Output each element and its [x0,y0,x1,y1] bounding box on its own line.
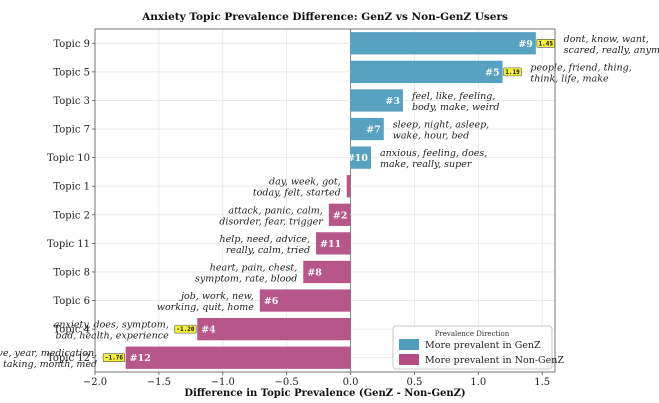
bar-number-label: #3 [385,96,400,107]
value-badge-text: 1.45 [539,40,554,47]
bar-topic-1 [346,175,351,198]
bar-topic-5 [350,60,503,84]
topic-keywords: disorder, fear, trigger [219,216,324,227]
chart-title: Anxiety Topic Prevalence Difference: Gen… [141,11,508,23]
y-tick-label: Topic 12 [47,353,90,364]
value-badge-text: 1.19 [505,69,520,76]
annotations-group: 1.45 dont, know, want,scared, really, any… [0,34,659,370]
x-tick-label-1: −1.5 [147,377,171,388]
topic-keywords: feel, like, feeling, [411,91,495,102]
topic-keywords: symptom, rate, blood [195,273,297,284]
bar-topic-8 [303,260,351,284]
y-axis: Topic 9 Topic 5 Topic 3 Topic 7 Topic 10 Topi… [47,39,95,364]
bar-number-label: #10 [347,153,369,164]
bar-number-label: #5 [485,67,500,78]
y-tick-label: Topic 10 [47,153,90,164]
bar-number-label: #9 [518,39,533,50]
bar-topic-11 [316,232,351,255]
y-tick-label: Topic 11 [47,239,90,250]
value-badge-text: -1.20 [176,326,194,333]
topic-keywords: bad, health, experience [55,331,169,342]
x-tick-label-7: 1.5 [534,377,550,388]
topic-keywords: anxious, feeling, does, [380,148,487,159]
x-tick-label-5: 0.5 [406,377,422,388]
bar-topic-4 [197,317,351,341]
y-tick-label: Topic 5 [53,67,90,78]
topic-keywords: think, life, make [530,73,609,84]
y-tick-label: Topic 1 [53,182,90,193]
topic-keywords: make, really, super [380,159,473,170]
value-badge [102,353,125,363]
topic-keywords: scared, really, anymore [564,45,659,56]
legend-label-nongenz: More prevalent in Non-GenZ [425,355,564,366]
legend-swatch-nongenz [399,354,419,365]
topic-keywords: ive, year, medication, [0,348,97,359]
bar-number-label: #11 [320,239,341,250]
topic-keywords: wake, hour, bed [393,131,470,142]
topic-keywords: really, calm, tried [226,245,310,256]
bar-number-label: #12 [130,353,151,364]
topic-keywords: dont, know, want, [564,34,649,45]
topic-keywords: taking, month, med [3,359,97,370]
bar-topic-12 [125,346,351,369]
topic-keywords: people, friend, thing, [530,62,631,73]
plot-frame [94,28,556,373]
value-badge-text: -1.76 [105,355,123,362]
bar-number-label: #8 [307,267,322,278]
topic-keywords: anxiety, does, symptom, [54,320,169,331]
bar-topic-3 [350,89,403,112]
x-tick-label-3: −0.5 [275,377,299,388]
x-tick-label-0: −2.0 [83,377,107,388]
topic-keywords: heart, pain, chest, [210,262,298,273]
topic-keywords: day, week, got, [269,177,341,188]
bar-topic-10 [350,146,371,169]
value-badge [503,67,522,77]
y-tick-label: Topic 6 [53,296,90,307]
legend-swatch-genz [399,339,419,350]
bar-number-label: #6 [264,296,279,307]
legend-title: Prevalence Direction [435,330,510,338]
y-tick-label: Topic 7 [53,125,90,136]
bar-number-label: #2 [333,210,348,221]
x-tick-label-4: 0.0 [343,377,359,388]
x-tick-label-2: −1.0 [211,377,235,388]
bar-topic-7 [350,117,384,141]
topic-keywords: body, make, weird [412,102,500,113]
topic-keywords: sleep, night, asleep, [393,120,489,131]
topic-keywords: job, work, new, [179,291,254,302]
y-tick-label: Topic 4 [53,325,90,336]
legend-frame [392,325,553,370]
bar-topic-2 [328,203,351,226]
y-tick-label: Topic 8 [53,267,90,278]
y-tick-label: Topic 3 [53,96,90,107]
x-tick-label-6: 1.0 [470,377,486,388]
bar-number-label: #7 [366,125,381,136]
topic-keywords: working, quit, home [157,302,254,313]
y-tick-label: Topic 9 [53,39,90,50]
value-badge [174,324,197,334]
x-axis-title: Difference in Topic Prevalence (GenZ - N… [184,388,465,399]
bars-group: #9 #5 #3 #7 #10 #2 #11 #8 #6 #4 #12 [125,32,536,369]
topic-keywords: attack, panic, calm, [228,205,322,216]
bar-topic-9 [350,32,536,55]
topic-keywords: help, need, advice, [220,234,311,245]
bar-number-label: #4 [201,325,216,336]
y-tick-label: Topic 2 [53,210,90,221]
legend-label-genz: More prevalent in GenZ [425,340,541,351]
x-axis: −2.0 −1.5 −1.0 −0.5 0.0 0.5 1.0 1.5 [83,372,550,388]
bar-topic-6 [259,289,351,312]
topic-keywords: today, felt, started [253,188,341,199]
legend: Prevalence Direction More prevalent in G… [392,325,564,370]
